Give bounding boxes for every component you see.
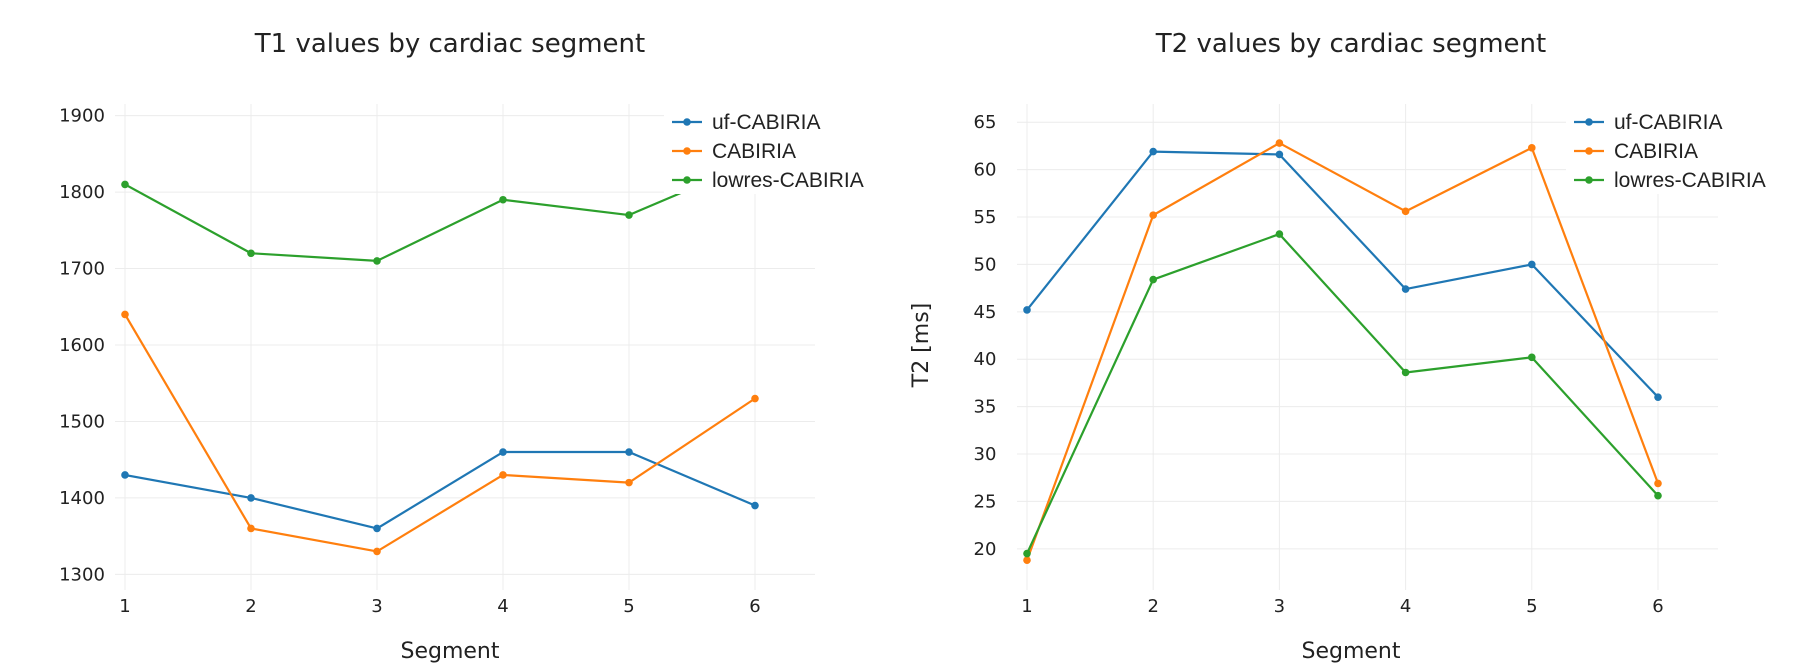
data-point-lowres-cabiria[interactable] (1276, 230, 1284, 238)
series-line-lowres-cabiria (125, 162, 755, 261)
y-tick-label: 35 (974, 397, 997, 418)
data-point-lowres-cabiria[interactable] (625, 211, 633, 219)
data-point-uf-cabiria[interactable] (1149, 148, 1157, 156)
legend-marker (1585, 147, 1593, 155)
y-tick-label: 1500 (59, 411, 105, 432)
data-point-uf-cabiria[interactable] (499, 448, 507, 456)
data-point-cabiria[interactable] (499, 471, 507, 479)
series-line-uf-cabiria (125, 452, 755, 528)
legend-label[interactable]: uf-CABIRIA (712, 111, 821, 134)
chart-title: T1 values by cardiac segment (254, 29, 645, 59)
series-line-uf-cabiria (1027, 152, 1658, 398)
data-point-lowres-cabiria[interactable] (499, 196, 507, 204)
legend-label[interactable]: CABIRIA (712, 140, 796, 163)
data-point-lowres-cabiria[interactable] (1654, 492, 1662, 500)
t2-chart: T2 values by cardiac segment 20253035404… (909, 29, 1766, 664)
data-point-lowres-cabiria[interactable] (373, 257, 381, 265)
x-tick-label: 1 (1021, 596, 1032, 617)
y-tick-label: 1600 (59, 335, 105, 356)
data-point-uf-cabiria[interactable] (121, 471, 129, 479)
data-point-uf-cabiria[interactable] (373, 525, 381, 533)
y-tick-label: 1800 (59, 182, 105, 203)
x-axis-title: Segment (401, 639, 500, 664)
data-point-lowres-cabiria[interactable] (1149, 276, 1157, 284)
y-tick-label: 65 (974, 112, 997, 133)
x-tick-label: 5 (1526, 596, 1537, 617)
data-point-uf-cabiria[interactable] (1023, 306, 1031, 314)
data-point-cabiria[interactable] (121, 311, 129, 319)
data-point-uf-cabiria[interactable] (625, 448, 633, 456)
series-line-cabiria (125, 314, 755, 551)
series-line-cabiria (1027, 143, 1658, 560)
data-point-lowres-cabiria[interactable] (1023, 550, 1031, 558)
data-point-cabiria[interactable] (1023, 556, 1031, 564)
data-point-lowres-cabiria[interactable] (1528, 354, 1536, 362)
y-tick-label: 1900 (59, 106, 105, 127)
y-tick-label: 45 (974, 302, 997, 323)
data-point-uf-cabiria[interactable] (751, 502, 759, 510)
x-tick-label: 1 (119, 596, 130, 617)
legend-marker (1585, 176, 1593, 184)
legend-marker (683, 118, 691, 126)
data-point-lowres-cabiria[interactable] (1402, 369, 1410, 377)
data-point-cabiria[interactable] (1528, 144, 1536, 152)
data-point-cabiria[interactable] (1149, 211, 1157, 219)
chart-figure: T1 values by cardiac segment 13001400150… (0, 0, 1800, 667)
data-point-uf-cabiria[interactable] (1528, 261, 1536, 269)
y-tick-label: 40 (974, 349, 997, 370)
x-tick-label: 6 (1652, 596, 1663, 617)
series-line-lowres-cabiria (1027, 234, 1658, 553)
x-tick-label: 3 (1274, 596, 1285, 617)
x-tick-label: 4 (497, 596, 508, 617)
t1-chart: T1 values by cardiac segment 1300 1400 150… (59, 29, 864, 664)
legend-label[interactable]: uf-CABIRIA (1614, 111, 1723, 134)
chart-title: T2 values by cardiac segment (1155, 29, 1546, 59)
x-tick-label: 3 (371, 596, 382, 617)
y-tick-label: 20 (974, 539, 997, 560)
y-tick-label: 1400 (59, 488, 105, 509)
data-point-cabiria[interactable] (247, 525, 255, 533)
x-tick-label: 5 (623, 596, 634, 617)
data-point-cabiria[interactable] (373, 548, 381, 556)
x-tick-label: 4 (1400, 596, 1411, 617)
legend-label[interactable]: lowres-CABIRIA (1614, 169, 1766, 192)
legend-label[interactable]: lowres-CABIRIA (712, 169, 864, 192)
data-point-uf-cabiria[interactable] (1654, 393, 1662, 401)
data-point-uf-cabiria[interactable] (247, 494, 255, 502)
data-point-cabiria[interactable] (751, 395, 759, 403)
data-point-cabiria[interactable] (1654, 480, 1662, 488)
legend-marker (683, 147, 691, 155)
data-point-uf-cabiria[interactable] (1402, 285, 1410, 293)
y-tick-label: 25 (974, 491, 997, 512)
x-tick-label: 2 (245, 596, 256, 617)
data-point-cabiria[interactable] (1402, 208, 1410, 216)
legend-label[interactable]: CABIRIA (1614, 140, 1698, 163)
data-point-lowres-cabiria[interactable] (121, 181, 129, 189)
y-tick-label: 1700 (59, 259, 105, 280)
legend-marker (1585, 118, 1593, 126)
data-point-lowres-cabiria[interactable] (247, 249, 255, 257)
y-axis-title: T2 [ms] (909, 303, 934, 389)
x-tick-label: 6 (749, 596, 760, 617)
data-point-cabiria[interactable] (625, 479, 633, 487)
y-tick-label: 30 (974, 444, 997, 465)
y-tick-label: 60 (974, 160, 997, 181)
y-tick-label: 50 (974, 254, 997, 275)
x-axis-title: Segment (1302, 639, 1401, 664)
data-point-uf-cabiria[interactable] (1276, 151, 1284, 159)
y-tick-label: 55 (974, 207, 997, 228)
y-tick-label: 1300 (59, 564, 105, 585)
x-tick-label: 2 (1147, 596, 1158, 617)
legend-marker (683, 176, 691, 184)
data-point-cabiria[interactable] (1276, 139, 1284, 147)
